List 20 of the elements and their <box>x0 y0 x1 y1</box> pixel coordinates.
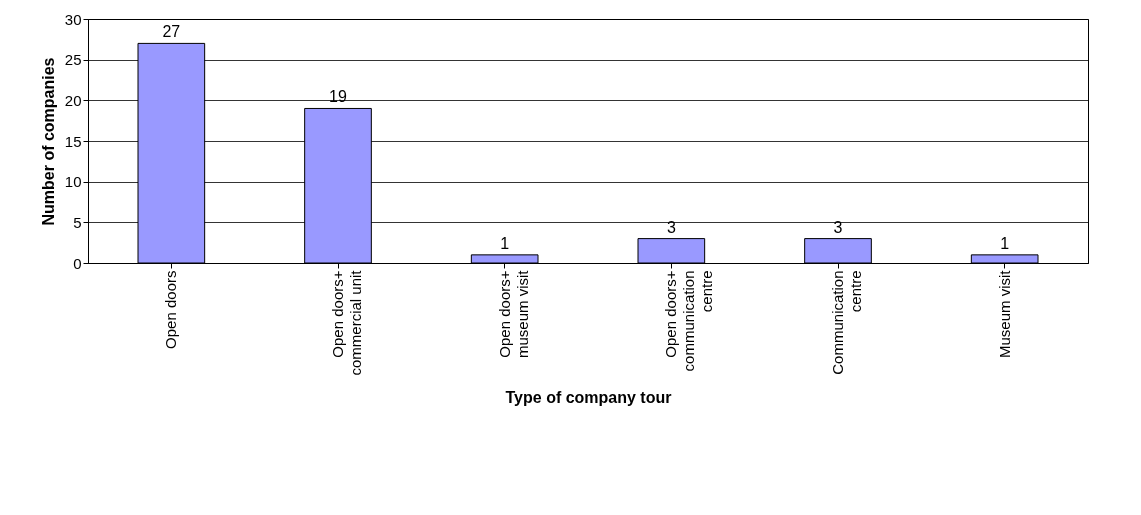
data-label: 3 <box>833 218 843 236</box>
y-tick-label: 10 <box>64 173 82 191</box>
y-axis-title: Number of companies <box>39 57 57 226</box>
y-tick-label: 30 <box>64 10 82 28</box>
data-label: 27 <box>162 23 181 41</box>
y-tick-label: 25 <box>64 51 82 69</box>
x-tick-label: Open doors+ communication centre <box>662 270 716 372</box>
y-tick-label: 20 <box>64 91 82 109</box>
data-label: 1 <box>500 234 510 252</box>
x-tick-label: Communication centre <box>829 270 864 375</box>
x-tick-label: Museum visit <box>995 269 1013 359</box>
y-tick-label: 15 <box>64 132 82 150</box>
x-tick-label: Open doors+ museum visit <box>495 269 531 359</box>
y-tick-label: 0 <box>73 254 82 272</box>
x-axis-title: Type of company tour <box>505 388 672 406</box>
data-label: 1 <box>1000 234 1010 252</box>
y-tick-label: 5 <box>73 213 82 231</box>
x-tick-label: Open doors+ commercial unit <box>329 269 364 376</box>
x-tick-label: Open doors <box>162 270 180 349</box>
data-label: 3 <box>666 218 676 236</box>
